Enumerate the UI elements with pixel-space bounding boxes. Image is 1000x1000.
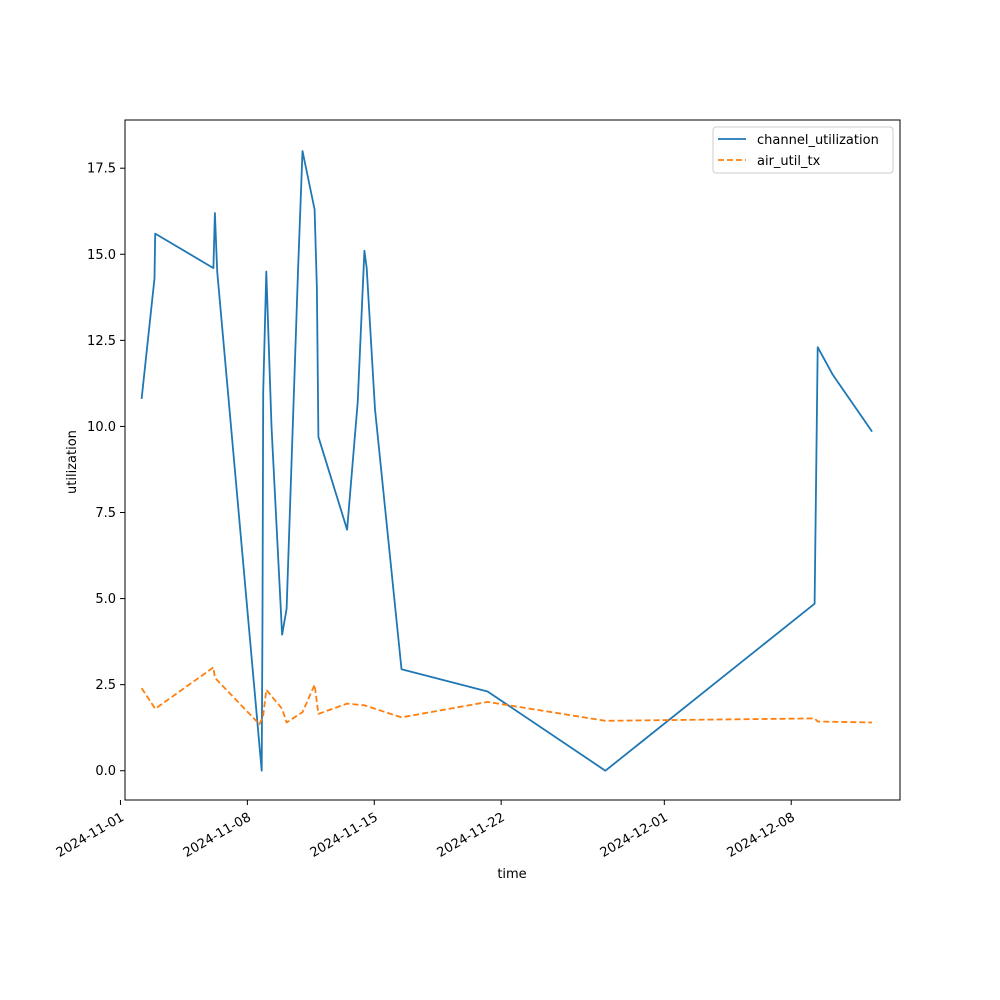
y-tick-label: 12.5 bbox=[87, 334, 116, 349]
y-tick-label: 0.0 bbox=[95, 764, 116, 779]
y-tick-label: 17.5 bbox=[87, 162, 116, 177]
series-line-air-util-tx bbox=[140, 666, 873, 726]
legend-label-air-util-tx: air_util_tx bbox=[757, 154, 821, 169]
legend-label-channel-utilization: channel_utilization bbox=[757, 133, 879, 148]
x-axis-label: time bbox=[497, 867, 526, 882]
y-tick-label: 2.5 bbox=[95, 678, 116, 693]
y-axis: 0.0 2.5 5.0 7.5 10.0 12.5 15.0 17.5 bbox=[87, 162, 125, 779]
legend: channel_utilization air_util_tx bbox=[712, 126, 894, 174]
y-tick-label: 10.0 bbox=[87, 420, 116, 435]
legend-box bbox=[712, 126, 894, 174]
y-tick-label: 7.5 bbox=[95, 506, 116, 521]
series-layer bbox=[140, 150, 873, 772]
y-tick-label: 5.0 bbox=[95, 592, 116, 607]
y-axis-label: utilization bbox=[65, 430, 80, 494]
y-tick-label: 15.0 bbox=[87, 248, 116, 263]
plot-area-frame bbox=[124, 119, 901, 801]
